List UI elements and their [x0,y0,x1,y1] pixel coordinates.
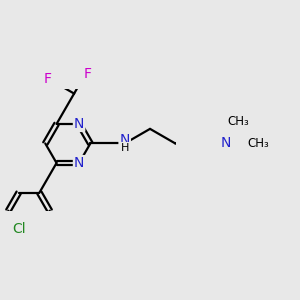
Text: F: F [44,72,52,86]
Text: CH₃: CH₃ [248,137,269,150]
Text: H: H [121,143,129,153]
Text: N: N [74,156,84,170]
Text: N: N [74,117,84,131]
Text: Cl: Cl [12,222,26,236]
Text: F: F [83,67,92,81]
Text: N: N [119,133,130,147]
Text: CH₃: CH₃ [228,115,250,128]
Text: N: N [221,136,231,151]
